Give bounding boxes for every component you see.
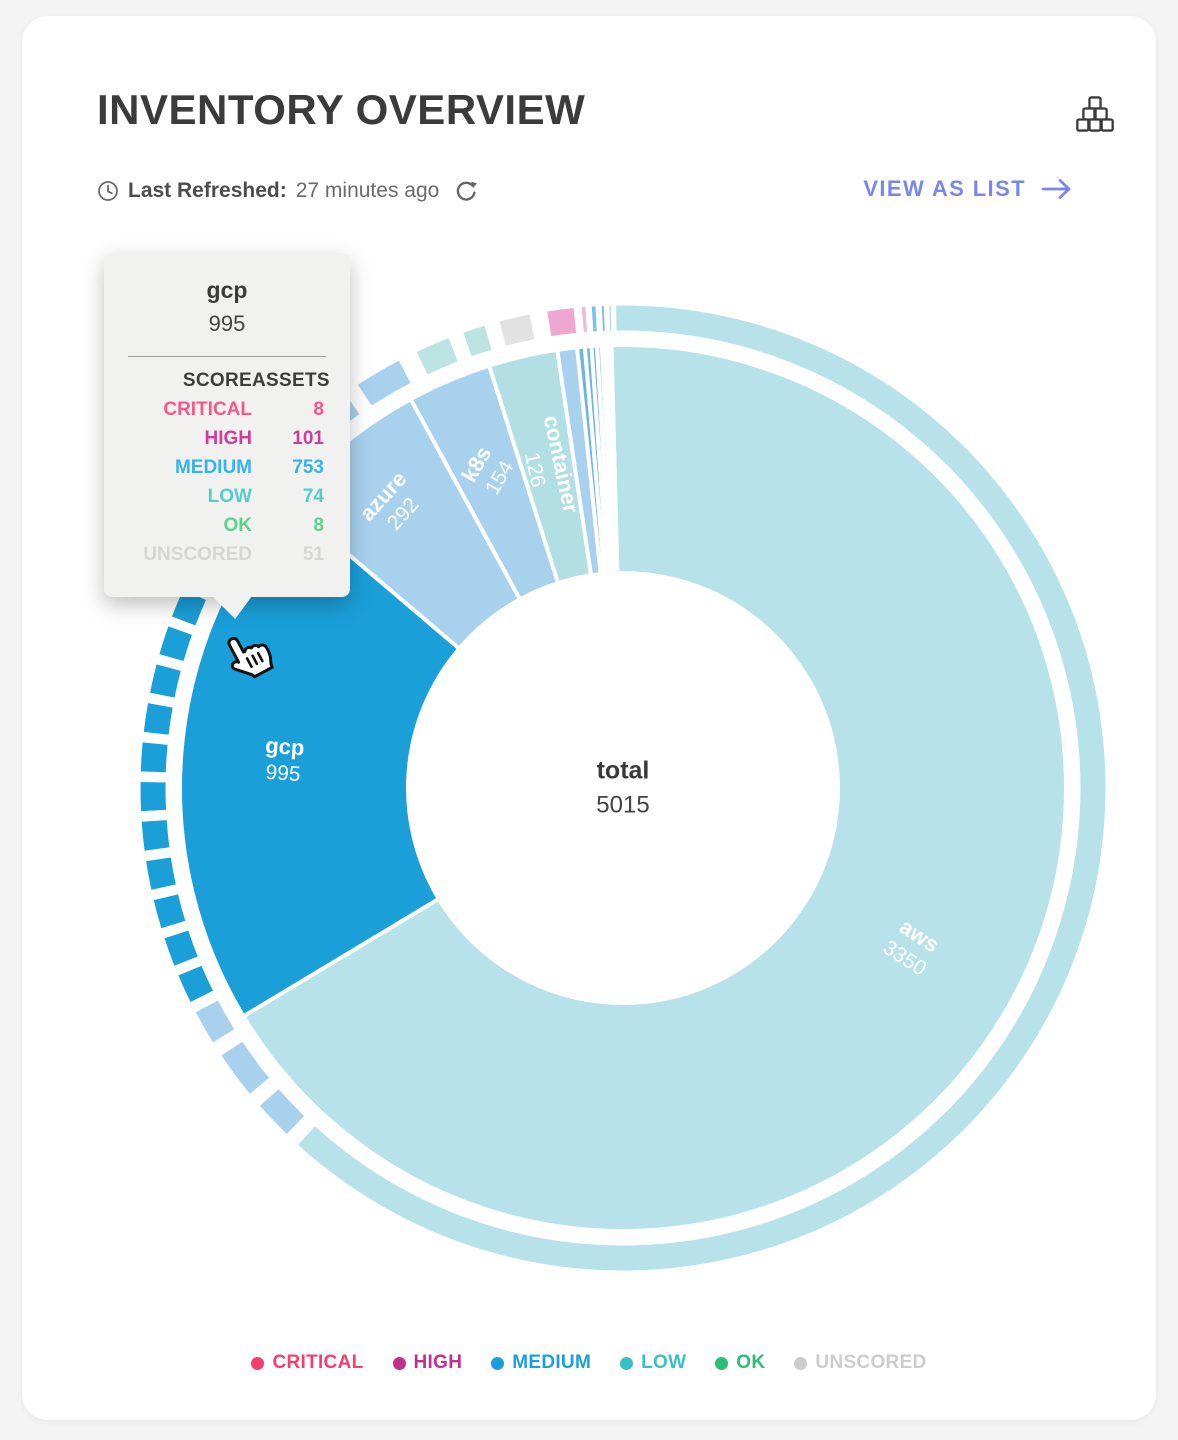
outer-ring-segment[interactable] — [459, 322, 495, 360]
tooltip-row-unscored: UNSCORED 51 — [130, 544, 324, 573]
outer-ring-dash-gcp[interactable] — [140, 699, 176, 738]
score-legend: CRITICAL HIGH MEDIUM LOW OK UNSCORED — [22, 1352, 1156, 1374]
blocks-view-icon[interactable] — [1074, 94, 1116, 134]
view-as-list-label: VIEW AS LIST — [863, 176, 1026, 201]
tooltip-row-medium: MEDIUM 753 — [130, 457, 324, 486]
legend-label: UNSCORED — [815, 1352, 927, 1373]
outer-ring-segment[interactable] — [294, 302, 1109, 1274]
last-refreshed-row: Last Refreshed: 27 minutes ago — [97, 176, 479, 206]
legend-dot-medium — [491, 1356, 505, 1370]
outer-ring-dash-gcp[interactable] — [142, 854, 180, 894]
outer-ring-dash-gcp[interactable] — [174, 962, 217, 1006]
tooltip-title: gcp — [206, 277, 248, 303]
tooltip-assets-value: 101 — [292, 428, 324, 449]
legend-label: CRITICAL — [272, 1352, 364, 1373]
gcp-tooltip: gcp 995 SCORE ASSETS CRITICAL 8 HIGH 101 MED… — [104, 253, 350, 619]
outer-ring-segment[interactable] — [578, 303, 591, 336]
tooltip-assets-value: 753 — [292, 457, 324, 478]
tooltip-row-ok: OK 8 — [130, 515, 325, 544]
outer-ring-segment[interactable] — [256, 1085, 308, 1138]
tooltip-score-label: LOW — [207, 486, 252, 507]
outer-ring-segment[interactable] — [354, 357, 414, 410]
outer-ring-segment[interactable] — [598, 302, 608, 335]
legend-label: LOW — [641, 1352, 687, 1373]
sunburst-chart: aws 3350 gcp 995 azure 292 k8s 154 container 126 — [133, 298, 1113, 1278]
legend-item-low[interactable]: LOW — [620, 1352, 686, 1374]
outer-ring-dash-gcp[interactable] — [137, 779, 170, 815]
refresh-button[interactable] — [454, 179, 479, 204]
legend-label: OK — [736, 1352, 766, 1373]
tooltip-assets-value: 74 — [302, 486, 324, 507]
outer-ring-dash-gcp[interactable] — [156, 623, 196, 665]
tooltip-score-label: HIGH — [204, 428, 253, 449]
page-title: INVENTORY OVERVIEW — [97, 86, 586, 133]
legend-item-high[interactable]: HIGH — [392, 1352, 463, 1374]
view-as-list-link[interactable]: VIEW AS LIST — [863, 176, 1073, 202]
inventory-overview-card: INVENTORY OVERVIEW Last Refreshed: 27 mi… — [22, 16, 1156, 1420]
tooltip-score-label: OK — [223, 515, 253, 536]
tooltip-score-table: SCORE ASSETS CRITICAL 8 HIGH 101 MEDIUM 753 LO… — [104, 370, 350, 573]
tooltip-assets-value: 51 — [302, 544, 324, 565]
outer-ring-dash-gcp[interactable] — [137, 739, 171, 776]
tooltip-table-header: SCORE ASSETS — [130, 370, 330, 399]
outer-ring-dash-gcp[interactable] — [146, 661, 185, 701]
score-column-header: SCORE — [182, 370, 252, 391]
legend-item-medium[interactable]: MEDIUM — [491, 1352, 591, 1374]
tooltip-score-label: UNSCORED — [143, 544, 252, 565]
outer-ring-segment[interactable] — [606, 302, 615, 334]
outer-ring-segment[interactable] — [496, 311, 538, 350]
outer-ring-segment[interactable] — [192, 997, 238, 1046]
outer-ring-segment[interactable] — [544, 304, 580, 340]
legend-label: MEDIUM — [512, 1352, 592, 1373]
outer-ring-dash-gcp[interactable] — [138, 816, 173, 854]
tooltip-value: 995 — [208, 311, 246, 336]
outer-ring-dash-gcp[interactable] — [150, 891, 189, 932]
arrow-right-icon — [1041, 179, 1071, 199]
legend-item-ok[interactable]: OK — [715, 1352, 765, 1374]
legend-dot-critical — [251, 1356, 265, 1370]
last-refreshed-label: Last Refreshed: — [128, 179, 287, 202]
legend-item-unscored[interactable]: UNSCORED — [794, 1352, 926, 1374]
outer-ring-segment[interactable] — [588, 303, 600, 335]
clock-icon — [98, 181, 118, 201]
tooltip-row-critical: CRITICAL 8 — [130, 399, 324, 428]
outer-ring-segment[interactable] — [217, 1038, 273, 1098]
outer-ring-dash-gcp[interactable] — [168, 586, 210, 629]
legend-dot-ok — [715, 1356, 729, 1370]
wedge-other[interactable] — [607, 343, 620, 576]
tooltip-score-label: MEDIUM — [174, 457, 252, 478]
tooltip-row-low: LOW 74 — [130, 486, 324, 515]
legend-label: HIGH — [413, 1352, 463, 1373]
last-refreshed-value: 27 minutes ago — [295, 179, 440, 202]
tooltip-row-high: HIGH 101 — [130, 428, 325, 457]
tooltip-divider — [128, 356, 326, 357]
tooltip-assets-value: 8 — [313, 515, 324, 536]
wedge-aws[interactable] — [241, 343, 1068, 1233]
legend-item-critical[interactable]: CRITICAL — [251, 1352, 363, 1374]
outer-ring-dash-gcp[interactable] — [161, 927, 202, 970]
assets-column-header: ASSETS — [252, 370, 330, 391]
tooltip-assets-value: 8 — [313, 399, 324, 420]
legend-dot-low — [620, 1356, 634, 1370]
legend-dot-high — [392, 1356, 406, 1370]
outer-ring-segment[interactable] — [413, 334, 462, 378]
refresh-icon — [457, 181, 478, 201]
legend-dot-unscored — [794, 1356, 808, 1370]
tooltip-score-label: CRITICAL — [163, 399, 252, 420]
